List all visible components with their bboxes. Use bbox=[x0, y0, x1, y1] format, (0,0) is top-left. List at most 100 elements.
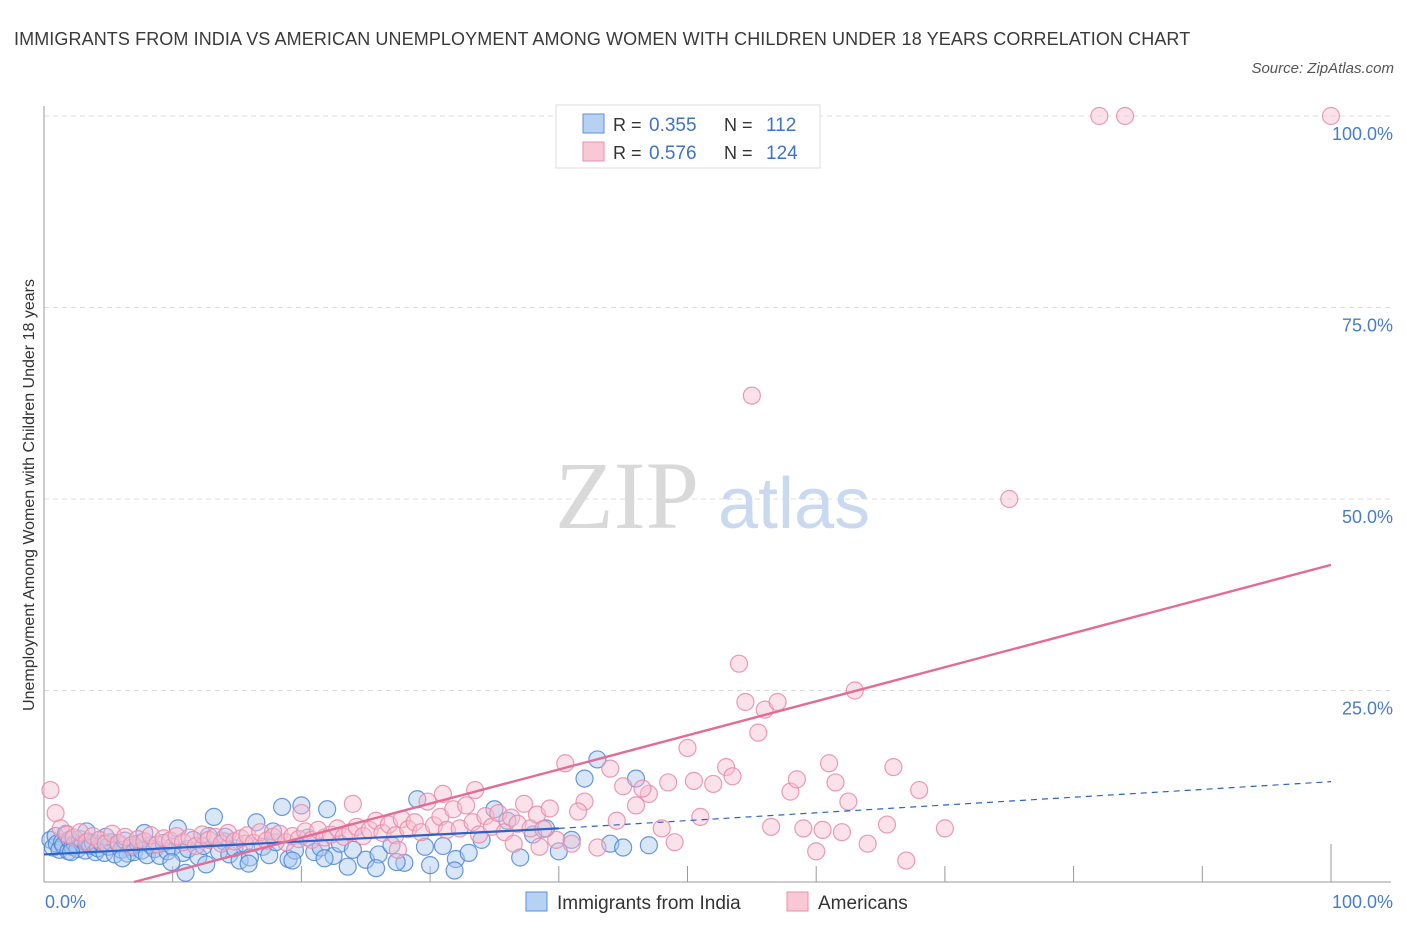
india-point bbox=[318, 800, 337, 819]
india-point bbox=[433, 836, 453, 856]
india-point bbox=[562, 830, 581, 849]
india-point bbox=[315, 849, 334, 868]
americans-point bbox=[704, 774, 723, 794]
americans-point bbox=[652, 819, 671, 838]
americans-point bbox=[530, 837, 549, 856]
watermark: ZIP atlas bbox=[555, 442, 870, 549]
legend-n-value-india: 112 bbox=[766, 115, 796, 136]
americans-point bbox=[334, 827, 353, 846]
y-tick-label: 25.0% bbox=[1342, 699, 1393, 719]
india-point bbox=[272, 797, 292, 817]
india-point bbox=[247, 813, 266, 832]
americans-point bbox=[1321, 106, 1341, 126]
americans-point bbox=[678, 738, 697, 758]
americans-point bbox=[607, 811, 626, 830]
americans-point bbox=[729, 654, 749, 673]
x-tick-labels: 0.0% 100.0% bbox=[45, 892, 1393, 912]
americans-point bbox=[665, 833, 684, 852]
bottom-legend-swatch-americans bbox=[786, 891, 809, 912]
legend-swatch-india bbox=[582, 113, 605, 134]
trendline-india-extension bbox=[558, 781, 1332, 829]
india-point bbox=[445, 861, 464, 880]
india-point bbox=[162, 852, 181, 872]
americans-point bbox=[749, 723, 768, 742]
india-point bbox=[575, 769, 594, 788]
americans-point bbox=[292, 803, 311, 823]
americans-point bbox=[540, 799, 559, 818]
india-point bbox=[204, 807, 223, 826]
legend-r-value-americans: 0.576 bbox=[649, 143, 697, 164]
americans-point bbox=[884, 757, 903, 777]
y-tick-label: 100.0% bbox=[1332, 124, 1393, 144]
americans-point bbox=[588, 838, 607, 857]
trendlines bbox=[43, 563, 1332, 884]
americans-point bbox=[813, 820, 832, 840]
americans-point bbox=[46, 803, 65, 823]
americans-point bbox=[659, 773, 678, 792]
bottom-legend-label-india: Immigrants from India bbox=[557, 893, 741, 914]
legend-box: R = 0.355 N = 112 R = 0.576 N = 124 bbox=[555, 104, 821, 169]
y-axis-label: Unemployment Among Women with Children U… bbox=[21, 279, 38, 711]
gridlines bbox=[44, 115, 1391, 691]
legend-n-label-india: N = bbox=[724, 115, 753, 135]
americans-point bbox=[807, 842, 826, 861]
axes bbox=[43, 106, 1391, 883]
americans-point bbox=[601, 759, 620, 778]
americans-point bbox=[742, 386, 761, 405]
americans-point bbox=[1090, 106, 1109, 126]
americans-point bbox=[575, 792, 594, 811]
americans-point bbox=[569, 802, 588, 821]
americans-point bbox=[691, 807, 710, 826]
india-point bbox=[639, 836, 658, 855]
india-point bbox=[343, 840, 362, 859]
americans-point bbox=[723, 767, 742, 786]
y-tick-label: 75.0% bbox=[1342, 316, 1393, 336]
americans-point bbox=[910, 780, 929, 800]
americans-point bbox=[832, 823, 852, 842]
americans-point bbox=[794, 819, 813, 838]
india-point bbox=[614, 838, 633, 857]
bottom-legend: Immigrants from India Americans bbox=[525, 891, 908, 914]
legend-r-label-india: R = bbox=[613, 115, 642, 135]
americans-point bbox=[614, 777, 633, 796]
americans-point bbox=[935, 819, 955, 838]
y-tick-labels: 25.0% 50.0% 75.0% 100.0% bbox=[1332, 124, 1393, 719]
americans-point bbox=[717, 757, 736, 777]
india-point bbox=[421, 856, 440, 875]
india-point bbox=[369, 845, 388, 864]
legend-r-label-americans: R = bbox=[613, 143, 642, 163]
americans-point bbox=[547, 830, 566, 849]
americans-point bbox=[41, 780, 60, 800]
americans-point bbox=[736, 692, 755, 712]
trendline-india bbox=[43, 827, 559, 856]
americans-point bbox=[839, 792, 858, 811]
americans-point bbox=[1000, 489, 1019, 509]
india-point bbox=[338, 857, 357, 876]
americans-point bbox=[787, 770, 806, 789]
americans-point bbox=[504, 834, 523, 853]
americans-point bbox=[858, 834, 877, 853]
legend-n-value-americans: 124 bbox=[766, 143, 798, 164]
americans-point bbox=[768, 692, 787, 712]
india-point bbox=[292, 796, 311, 815]
india-point bbox=[283, 851, 302, 870]
trendline-americans bbox=[133, 563, 1332, 884]
watermark-atlas: atlas bbox=[718, 464, 870, 544]
bottom-legend-label-americans: Americans bbox=[818, 893, 908, 914]
bottom-legend-swatch-india bbox=[525, 891, 548, 912]
americans-point bbox=[762, 817, 781, 836]
americans-point bbox=[1115, 106, 1135, 126]
legend-r-value-india: 0.355 bbox=[649, 115, 697, 136]
americans-point bbox=[877, 815, 897, 834]
chart-title: IMMIGRANTS FROM INDIA VS AMERICAN UNEMPL… bbox=[14, 29, 1191, 49]
americans-point bbox=[826, 773, 845, 792]
legend-swatch-americans bbox=[582, 141, 605, 162]
watermark-zip: ZIP bbox=[555, 442, 699, 549]
chart-source: Source: ZipAtlas.com bbox=[1251, 60, 1394, 77]
india-point bbox=[239, 854, 258, 873]
americans-point bbox=[633, 779, 652, 798]
americans-point bbox=[388, 840, 408, 859]
india-point bbox=[415, 837, 435, 856]
y-tick-label: 50.0% bbox=[1342, 507, 1393, 527]
